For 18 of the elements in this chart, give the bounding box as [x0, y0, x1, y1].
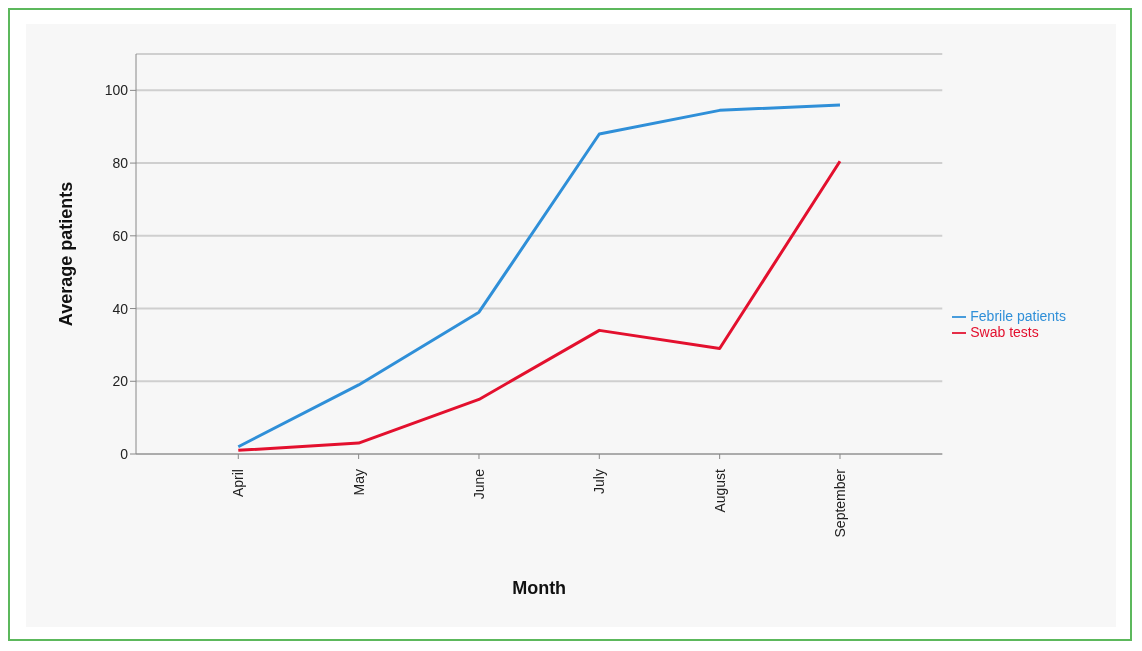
- line-series: [236, 103, 842, 449]
- y-axis-title: Average patients: [56, 181, 77, 327]
- x-tick-label: June: [470, 468, 487, 500]
- x-tick-label: September: [831, 468, 848, 538]
- legend-label: Febrile patients: [970, 307, 1066, 324]
- y-tick-label: 60: [112, 227, 129, 244]
- y-tick-label: 20: [112, 373, 129, 390]
- x-axis-title: Month: [512, 578, 567, 598]
- y-tick-label: 40: [112, 300, 129, 317]
- x-tick-label: August: [711, 468, 728, 513]
- x-tick-label: April: [230, 469, 247, 498]
- line-series: [236, 159, 842, 452]
- x-tick-label: May: [350, 469, 367, 496]
- x-tick-label: July: [591, 469, 608, 494]
- y-tick-label: 100: [104, 82, 129, 99]
- y-tick-label: 0: [120, 445, 129, 462]
- y-tick-label: 80: [112, 155, 129, 172]
- legend-label: Swab tests: [970, 324, 1039, 340]
